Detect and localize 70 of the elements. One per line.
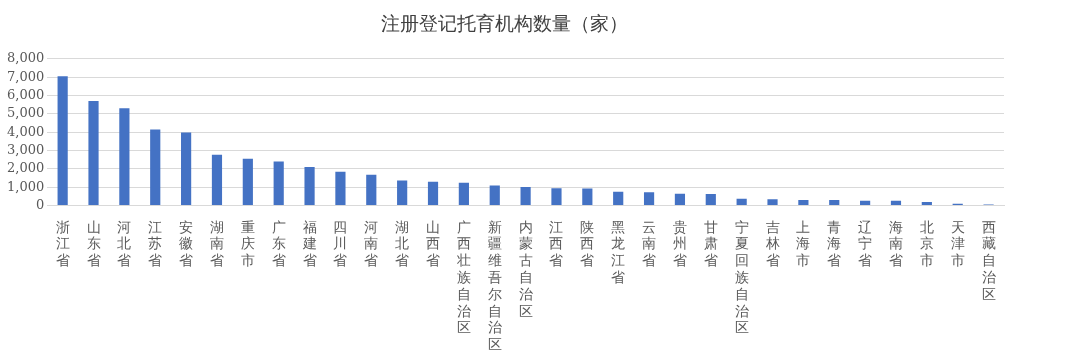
y-tick-label: 7,000: [7, 68, 45, 84]
x-tick-label: 山东省: [86, 218, 101, 269]
x-tick-label: 广东省: [271, 218, 286, 269]
y-tick-label: 0: [35, 196, 45, 212]
x-tick-label: 青海省: [827, 218, 842, 269]
x-tick-label: 福建省: [301, 218, 317, 269]
x-tick-label: 黑龙江省: [611, 218, 626, 286]
x-tick-label: 宁夏回族自治区: [734, 218, 749, 336]
x-tick-label: 四川省: [333, 218, 348, 269]
bar: [273, 161, 284, 206]
bar: [489, 185, 500, 206]
bar: [829, 200, 840, 206]
y-tick-label: 5,000: [7, 105, 45, 121]
bar: [643, 192, 655, 206]
x-tick-label: 西藏自治区: [981, 218, 996, 302]
bar: [705, 194, 716, 206]
x-tick-label: 江苏省: [148, 218, 163, 269]
bar: [119, 108, 130, 206]
x-tick-label: 广西壮族自治区: [455, 218, 471, 336]
bar: [458, 182, 469, 206]
x-tick-label: 浙江省: [55, 218, 70, 269]
x-tick-label: 湖北省: [395, 218, 410, 269]
x-tick-label: 河北省: [117, 218, 132, 269]
x-tick-label: 河南省: [364, 218, 379, 269]
bar: [674, 193, 686, 206]
y-tick-label: 4,000: [7, 123, 45, 139]
x-tick-label: 天津市: [950, 218, 965, 269]
bar: [366, 174, 377, 206]
x-tick-label: 上海市: [796, 218, 811, 269]
bar: [181, 132, 192, 206]
bar: [890, 200, 902, 206]
bar: [397, 180, 408, 206]
x-tick-label: 山西省: [426, 218, 441, 269]
bar: [736, 198, 747, 206]
bar: [798, 199, 809, 206]
x-tick-label: 新疆维吾尔自治区: [487, 218, 502, 353]
x-tick-label: 北京市: [919, 218, 934, 269]
x-tick-label: 甘肃省: [703, 218, 718, 269]
y-tick-label: 6,000: [7, 86, 45, 102]
x-tick-label: 陕西省: [580, 218, 595, 269]
bar: [551, 188, 562, 206]
x-tick-label: 内蒙古自治区: [518, 218, 533, 319]
bar: [860, 200, 871, 206]
bar: [88, 101, 99, 206]
y-tick-label: 3,000: [7, 141, 45, 157]
bar: [211, 154, 223, 206]
bar: [520, 186, 531, 206]
x-tick-label: 安徽省: [179, 218, 194, 269]
x-tick-label: 云南省: [642, 218, 657, 269]
bar: [335, 171, 346, 206]
x-tick-label: 重庆市: [240, 218, 255, 269]
y-tick-label: 8,000: [7, 50, 45, 66]
bar: [582, 188, 593, 206]
bar: [304, 167, 315, 206]
y-tick-label: 1,000: [7, 178, 45, 194]
bar: [613, 191, 624, 206]
x-tick-label: 吉林省: [764, 218, 780, 269]
x-tick-label: 海南省: [888, 218, 903, 269]
bar: [150, 129, 161, 206]
bar: [427, 181, 439, 206]
x-tick-label: 辽宁省: [858, 218, 873, 269]
bar: [767, 199, 778, 206]
bar: [921, 201, 932, 206]
chart-title: 注册登记托育机构数量（家）: [380, 12, 628, 35]
x-tick-label: 湖南省: [209, 218, 224, 269]
bar: [242, 158, 253, 206]
bar: [57, 76, 68, 206]
x-tick-label: 江西省: [549, 218, 564, 269]
x-tick-label: 贵州省: [672, 218, 687, 269]
y-tick-label: 2,000: [7, 160, 45, 176]
